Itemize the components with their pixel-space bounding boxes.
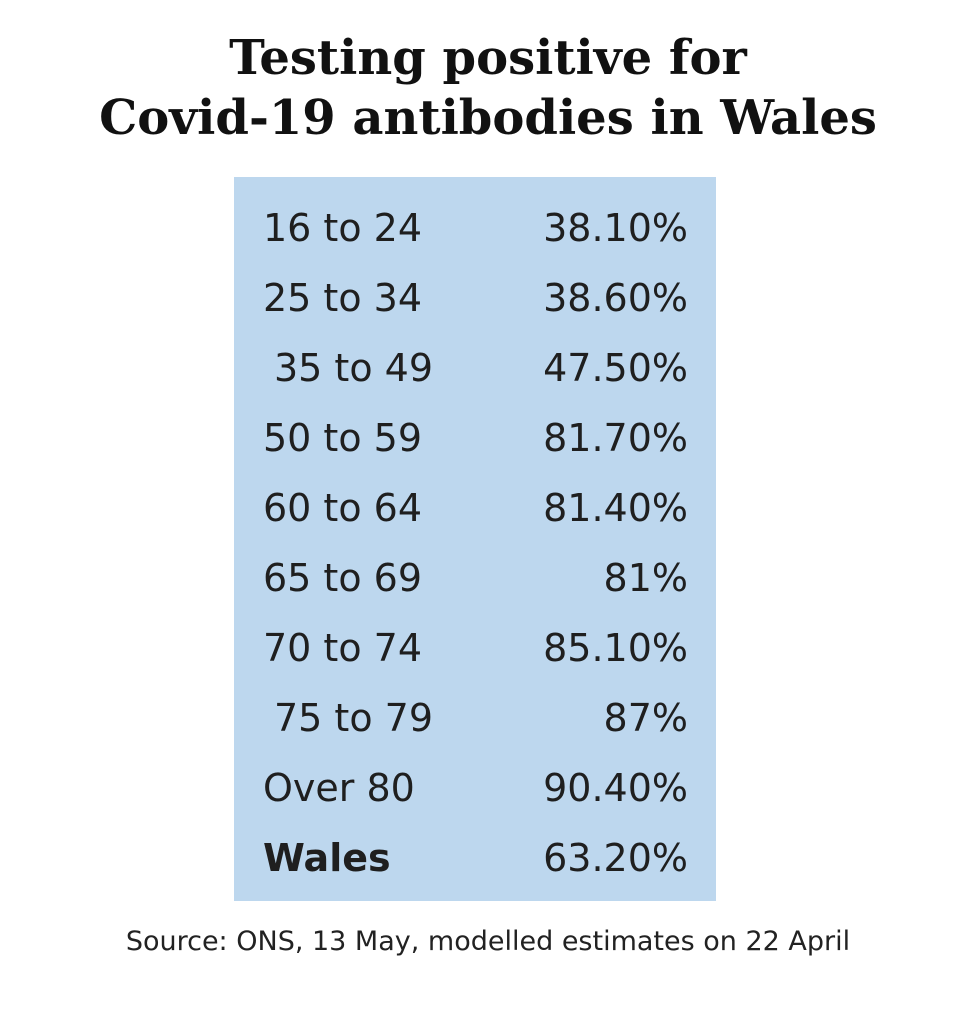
row-value: 47.50% (543, 346, 688, 390)
row-value-total: 63.20% (543, 836, 688, 880)
row-value: 81% (603, 556, 688, 600)
row-value: 85.10% (543, 626, 688, 670)
row-label: 50 to 59 (263, 416, 423, 460)
table-row-50-to-59: 50 to 59 81.70% (234, 403, 716, 473)
chart-title: Testing positive for Covid-19 antibodies… (0, 28, 976, 148)
row-value: 38.10% (543, 206, 688, 250)
chart-title-line-1: Testing positive for (229, 30, 747, 86)
row-label-total: Wales (263, 836, 391, 880)
row-label: 75 to 79 (274, 696, 434, 740)
row-label: 70 to 74 (263, 626, 423, 670)
table-row-35-to-49: 35 to 49 47.50% (234, 333, 716, 403)
table-row-wales-total: Wales 63.20% (234, 823, 716, 893)
antibody-table: 16 to 24 38.10% 25 to 34 38.60% 35 to 49… (234, 177, 716, 901)
row-label: 16 to 24 (263, 206, 423, 250)
table-row-60-to-64: 60 to 64 81.40% (234, 473, 716, 543)
table-row-over-80: Over 80 90.40% (234, 753, 716, 823)
table-row-70-to-74: 70 to 74 85.10% (234, 613, 716, 683)
row-label: 25 to 34 (263, 276, 423, 320)
row-label: 60 to 64 (263, 486, 423, 530)
row-value: 81.70% (543, 416, 688, 460)
row-label: 35 to 49 (274, 346, 434, 390)
table-row-16-to-24: 16 to 24 38.10% (234, 193, 716, 263)
row-value: 90.40% (543, 766, 688, 810)
table-row-65-to-69: 65 to 69 81% (234, 543, 716, 613)
row-label: 65 to 69 (263, 556, 423, 600)
table-row-25-to-34: 25 to 34 38.60% (234, 263, 716, 333)
row-value: 38.60% (543, 276, 688, 320)
row-value: 81.40% (543, 486, 688, 530)
row-value: 87% (603, 696, 688, 740)
row-label: Over 80 (263, 766, 415, 810)
chart-title-line-2: Covid-19 antibodies in Wales (99, 90, 877, 146)
source-note: Source: ONS, 13 May, modelled estimates … (125, 926, 851, 957)
table-row-75-to-79: 75 to 79 87% (234, 683, 716, 753)
